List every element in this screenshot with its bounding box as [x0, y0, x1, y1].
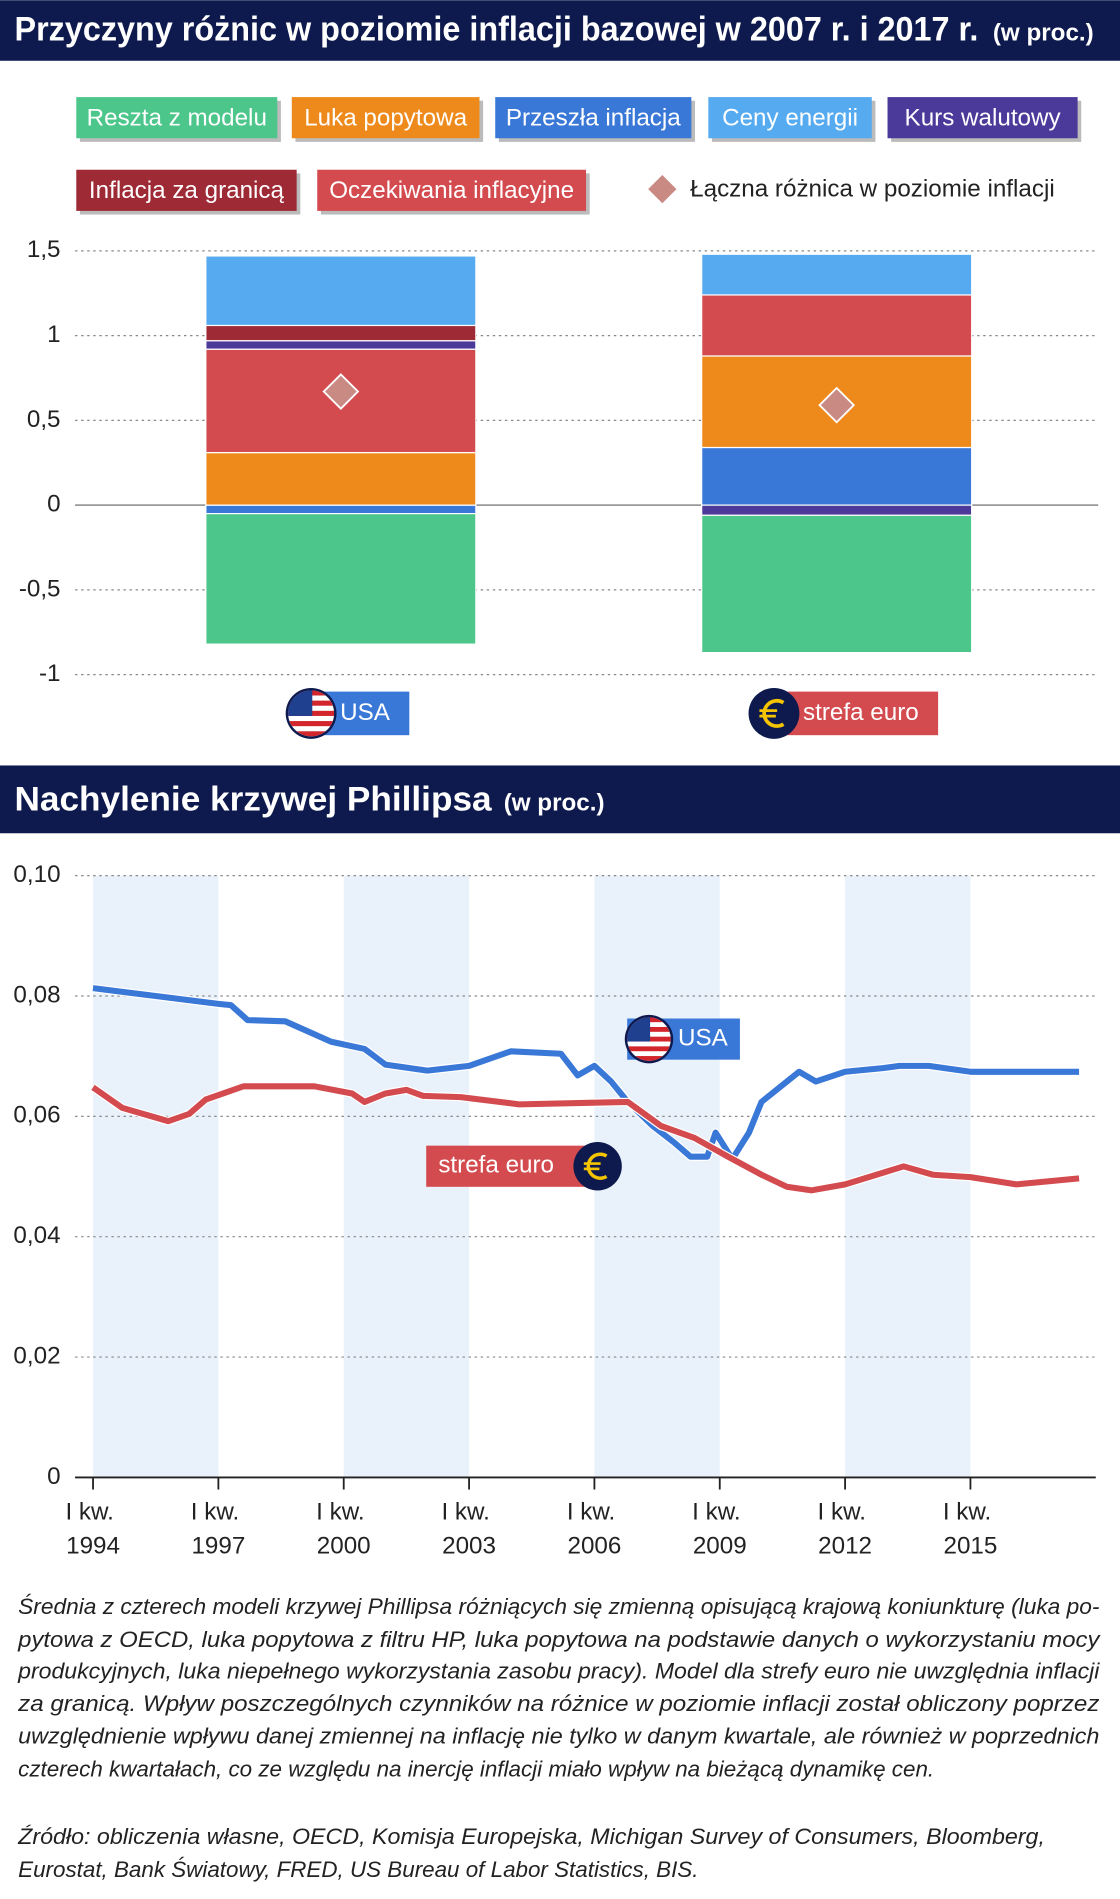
legend-swatch — [887, 97, 1078, 139]
euro-sign — [762, 698, 785, 728]
x-tick-label: I kw. 2015 — [943, 1499, 998, 1560]
bar-segment — [205, 451, 477, 506]
x-tick-label: I kw. 1997 — [191, 1499, 246, 1560]
flag-stripe — [627, 1046, 671, 1052]
legend-swatch — [76, 97, 278, 139]
note-line: pytowa z OECD, luka popytowa z filtru HP… — [17, 1627, 1101, 1652]
shaded-band — [93, 875, 219, 1478]
y-tick-label: 0,02 — [13, 1342, 60, 1369]
category-label: USA — [318, 691, 410, 736]
chart-title: Przyczyny różnic w poziomie inflacji baz… — [15, 11, 979, 49]
y-tick-label: 0,04 — [13, 1222, 60, 1249]
euro-icon — [748, 687, 800, 739]
source-line: Źródło: obliczenia własne, OECD, Komisja… — [17, 1824, 1045, 1849]
legend-label: Łączna różnica w poziomie inflacji — [690, 176, 1055, 203]
flag-stripe — [288, 721, 335, 727]
legend-item: Inflacja za granicą — [76, 169, 301, 215]
legend-item: Oczekiwania inflacyjne — [317, 169, 590, 215]
bar-segment — [701, 253, 973, 296]
legend-swatch — [76, 169, 297, 211]
note-line: uwzględnienie wpływu danej zmiennej na i… — [18, 1724, 1099, 1749]
x-tick-label: I kw. 2009 — [692, 1499, 747, 1560]
legend-item: Reszta z modelu — [76, 97, 281, 142]
legend-marker — [645, 172, 680, 206]
note-line: Średnia z czterech modeli krzywej Philli… — [18, 1594, 1099, 1619]
bar-segment — [701, 446, 973, 506]
flag-stripe — [627, 1056, 671, 1061]
series-label-box — [426, 1145, 596, 1187]
x-tick-label: USA — [340, 699, 391, 726]
x-tick-label: I kw. 2003 — [441, 1499, 496, 1560]
legend-label: Reszta z modelu — [87, 104, 267, 131]
chart-unit: (w proc.) — [504, 790, 605, 817]
header-bar — [0, 0, 1120, 61]
x-tick-label: I kw. 2006 — [567, 1499, 622, 1560]
category-label: strefa euro — [781, 691, 939, 736]
legend-swatch — [495, 97, 692, 139]
legend-label: Kurs walutowy — [905, 104, 1062, 131]
y-tick-label: 1,5 — [27, 236, 61, 263]
legend-item: Kurs walutowy — [887, 97, 1082, 142]
bar-segment — [701, 514, 973, 654]
x-tick-label: I kw. 2012 — [818, 1499, 873, 1560]
flag — [288, 690, 335, 737]
y-tick-label: 0,06 — [13, 1102, 60, 1129]
series-label-text: strefa euro — [438, 1152, 554, 1179]
flag — [627, 1017, 671, 1061]
legend-item: Ceny energii — [708, 97, 876, 142]
flag-canton — [288, 690, 313, 716]
bar-segment — [205, 504, 477, 515]
chart-title: Nachylenie krzywej Phillipsa — [15, 781, 493, 819]
bar-segment — [205, 340, 477, 350]
note-line: za granicą. Wpływ poszczególnych czynnik… — [17, 1691, 1099, 1716]
bar-segment — [701, 504, 973, 516]
legend-label: Ceny energii — [722, 104, 858, 131]
bar-segment — [701, 294, 973, 357]
legend-label: Przeszła inflacja — [506, 104, 681, 131]
flag-stripe — [288, 731, 335, 737]
y-tick-label: 0 — [47, 491, 60, 518]
bar-segment — [205, 513, 477, 645]
legend-swatch — [291, 97, 480, 139]
x-tick-label: strefa euro — [803, 699, 919, 726]
bar-segment — [205, 255, 477, 327]
note-line: produkcyjnych, luka niepełnego wykorzyst… — [17, 1658, 1100, 1683]
euro-icon — [573, 1142, 622, 1191]
x-tick-label: I kw. 1994 — [65, 1499, 120, 1560]
chart-unit: (w proc.) — [993, 20, 1094, 47]
series-line — [91, 1083, 1080, 1194]
y-tick-label: 0,10 — [13, 861, 60, 888]
total-marker — [322, 373, 360, 410]
series-label: strefa euro — [426, 1145, 596, 1187]
y-tick-label: 0,08 — [13, 981, 60, 1008]
legend-label: Oczekiwania inflacyjne — [329, 177, 574, 204]
icon-bg — [575, 1144, 620, 1189]
legend-label: Inflacja za granicą — [89, 177, 285, 204]
category-box — [781, 691, 939, 736]
legend-swatch — [317, 169, 587, 211]
y-tick-label: 1 — [47, 321, 60, 348]
flag-icon — [285, 687, 337, 739]
y-tick-label: 0 — [47, 1463, 60, 1490]
source-line: Eurostat, Bank Światowy, FRED, US Bureau… — [18, 1857, 698, 1882]
legend-item: Przeszła inflacja — [495, 97, 696, 142]
y-tick-label: 0,5 — [27, 406, 61, 433]
flag-icon — [624, 1014, 674, 1064]
icon-bg — [750, 690, 797, 737]
header-bar — [0, 765, 1120, 834]
series-label-text: USA — [678, 1024, 729, 1051]
legend-swatch — [708, 97, 872, 139]
legend-label: Luka popytowa — [304, 104, 467, 131]
x-tick-label: I kw. 2000 — [316, 1499, 371, 1560]
bar-segment — [205, 324, 477, 342]
euro-sign — [586, 1152, 608, 1180]
legend-item: Luka popytowa — [291, 97, 484, 142]
total-marker — [818, 386, 856, 424]
note-line: czterech kwartałach, co ze względu na in… — [18, 1756, 934, 1781]
y-tick-label: -0,5 — [19, 575, 61, 602]
y-tick-label: -1 — [39, 660, 61, 687]
